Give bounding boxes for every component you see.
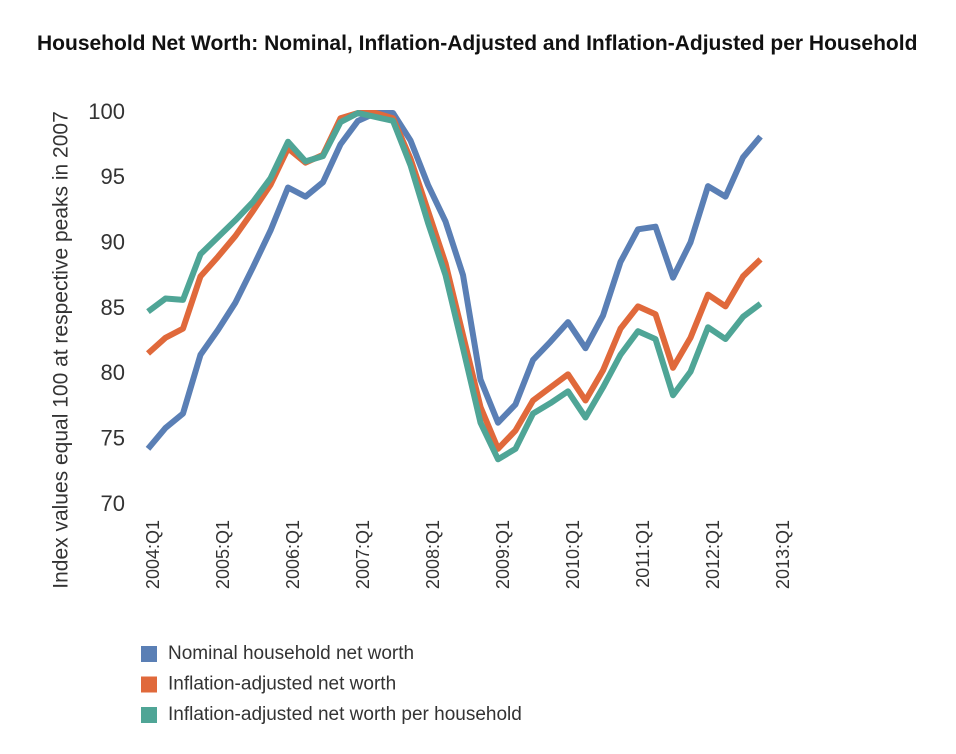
x-tick-label: 2011:Q1: [633, 520, 653, 588]
legend-label: Inflation-adjusted net worth: [168, 674, 396, 695]
y-tick-label: 80: [101, 360, 125, 385]
legend-swatch: [141, 676, 157, 693]
x-tick-label: 2012:Q1: [703, 520, 723, 589]
line-series: [146, 110, 763, 463]
x-tick-label: 2009:Q1: [493, 520, 513, 589]
x-tick-label: 2004:Q1: [143, 520, 163, 589]
x-tick-label: 2013:Q1: [773, 520, 793, 589]
x-tick-label: 2006:Q1: [283, 520, 303, 589]
y-tick-label: 85: [101, 295, 125, 320]
legend-swatch: [141, 646, 157, 662]
x-tick-label: 2010:Q1: [563, 520, 583, 589]
x-tick-label: 2005:Q1: [213, 520, 233, 589]
x-tick-label: 2007:Q1: [353, 520, 373, 589]
legend-swatch: [141, 707, 157, 723]
chart-title: Household Net Worth: Nominal, Inflation-…: [37, 32, 918, 55]
y-tick-label: 100: [88, 99, 125, 124]
line-series: [145, 110, 763, 452]
y-axis-label: Index values equal 100 at respective pea…: [50, 111, 73, 589]
y-tick-label: 70: [101, 491, 125, 516]
y-tick-label: 95: [101, 164, 125, 189]
legend-label: Nominal household net worth: [168, 643, 414, 664]
x-tick-label: 2008:Q1: [423, 520, 443, 589]
legend-label: Inflation-adjusted net worth per househo…: [168, 704, 522, 725]
y-tick-label: 75: [101, 425, 125, 450]
y-tick-label: 90: [101, 229, 125, 254]
line-series: [145, 110, 763, 451]
